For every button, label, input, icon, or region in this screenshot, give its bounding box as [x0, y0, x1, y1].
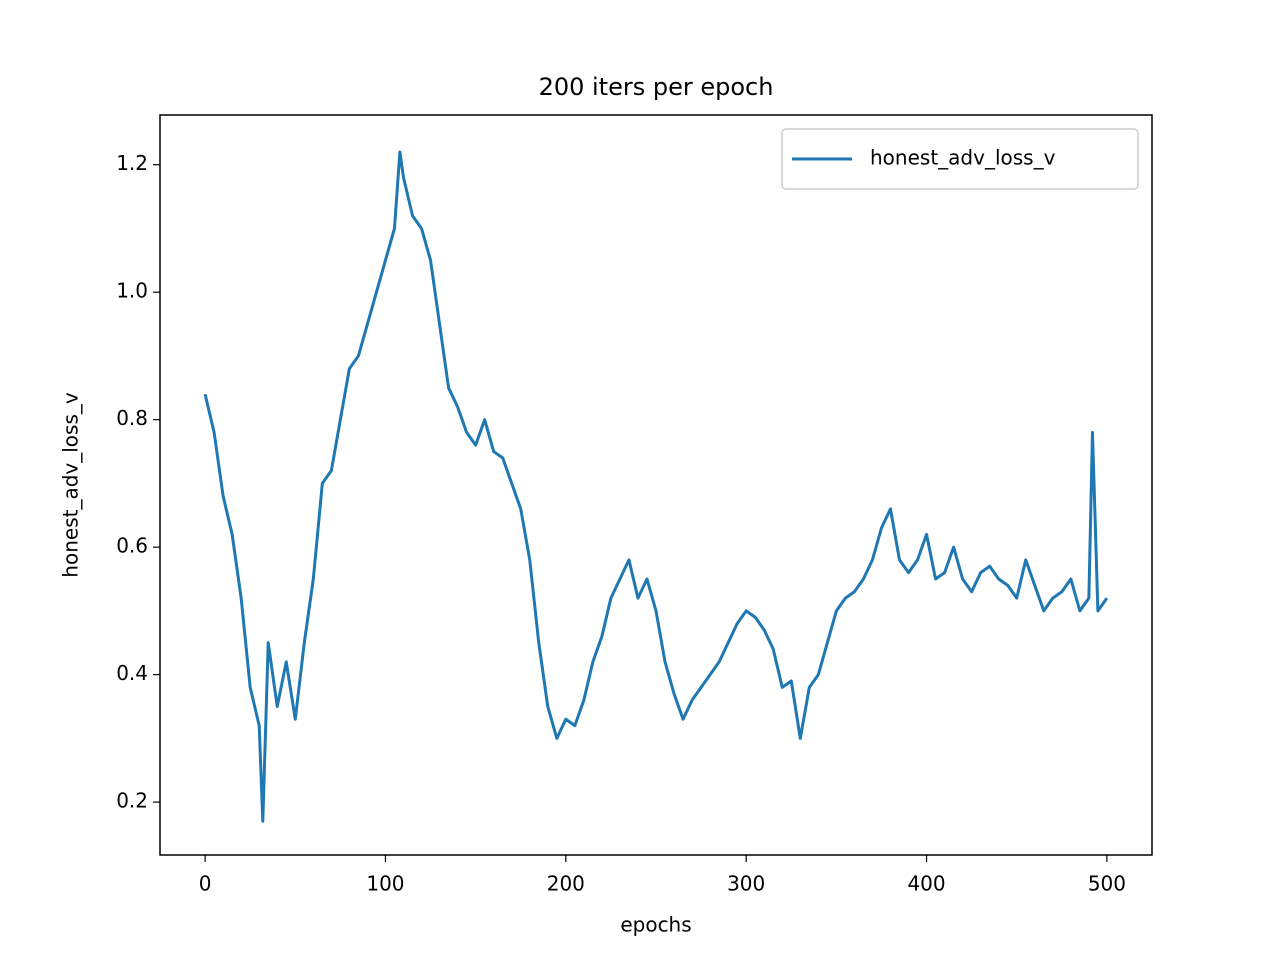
x-tick-label: 0 — [199, 872, 212, 896]
y-tick-label: 0.8 — [116, 406, 148, 430]
y-tick-label: 0.4 — [116, 661, 148, 685]
y-tick-label: 0.2 — [116, 789, 148, 813]
y-tick-label: 1.2 — [116, 151, 148, 175]
x-axis-label: epochs — [620, 913, 691, 937]
x-tick-label: 500 — [1088, 872, 1126, 896]
x-tick-label: 200 — [547, 872, 585, 896]
y-tick-label: 0.6 — [116, 534, 148, 558]
legend-label: honest_adv_loss_v — [870, 146, 1056, 170]
x-tick-label: 300 — [727, 872, 765, 896]
plot-frame — [159, 114, 1153, 856]
data-line — [203, 150, 1109, 823]
y-axis-label: honest_adv_loss_v — [59, 392, 83, 578]
chart-title: 200 iters per epoch — [539, 73, 774, 101]
x-tick-label: 400 — [907, 872, 945, 896]
y-tick-label: 1.0 — [116, 279, 148, 303]
legend-box — [781, 128, 1139, 190]
x-tick-label: 100 — [366, 872, 404, 896]
